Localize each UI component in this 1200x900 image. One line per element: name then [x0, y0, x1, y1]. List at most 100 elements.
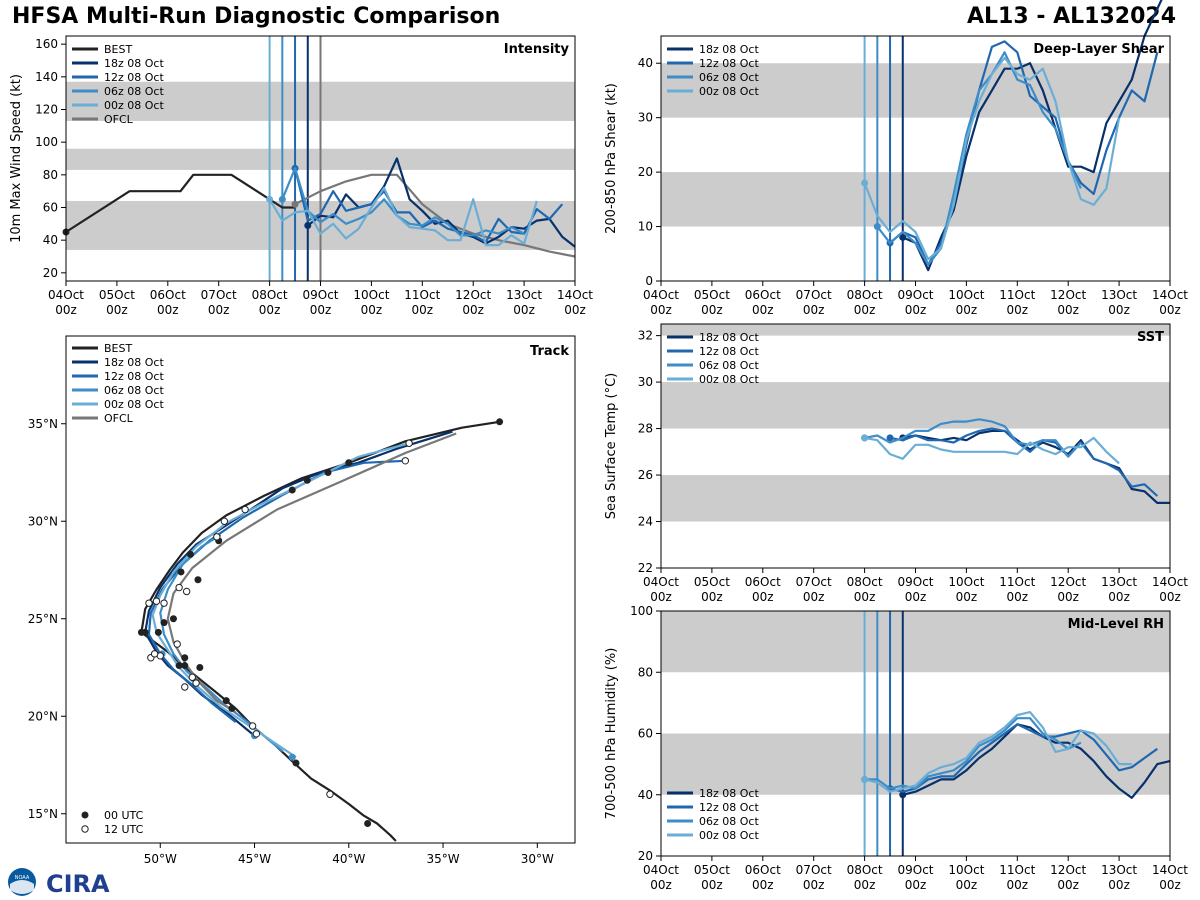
legend-label: 06z 08 Oct [104, 85, 164, 98]
series-start-marker [304, 221, 312, 229]
panel-title: SST [1137, 330, 1164, 345]
x-tick-label: 12Oct [1050, 863, 1086, 877]
y-tick-label: 80 [43, 168, 58, 182]
y-tick-label: 30 [638, 111, 653, 125]
shaded-band [661, 63, 1170, 118]
y-tick-label: 20 [638, 849, 653, 863]
series-line-12z-08-oct [889, 723, 1158, 793]
x-tick-label: 35°W [426, 852, 459, 866]
y-tick-label: 60 [43, 201, 58, 215]
x-tick-label: 09Oct [897, 288, 933, 302]
track-marker-12utc [326, 790, 334, 798]
y-axis-label: 10m Max Wind Speed (kt) [9, 74, 24, 243]
x-tick-label: 14Oct [1152, 288, 1188, 302]
legend-label: 12z 08 Oct [699, 345, 759, 358]
x-tick-label: 13Oct [506, 288, 542, 302]
x-tick-label: 06Oct [745, 575, 781, 589]
y-tick-label: 26 [638, 468, 653, 482]
legend-label: 00 UTC [104, 809, 144, 822]
legend-label: OFCL [104, 412, 134, 425]
x-tick-label: 09Oct [897, 863, 933, 877]
track-marker-00utc [169, 615, 177, 623]
x-tick-label: 50°W [144, 852, 177, 866]
track-marker-00utc [222, 697, 230, 705]
x-tick-label: 00z [752, 303, 774, 317]
series-line-00z-08-oct [863, 56, 1121, 261]
legend-label: 18z 08 Oct [104, 356, 164, 369]
x-tick-label: 08Oct [847, 288, 883, 302]
x-tick-label: 00z [752, 590, 774, 604]
x-tick-label: 07Oct [796, 575, 832, 589]
track-marker-12utc [401, 457, 410, 465]
x-tick-label: 11Oct [999, 575, 1035, 589]
y-tick-label: 0 [645, 274, 653, 288]
series-start-marker [291, 200, 299, 208]
x-tick-label: 00z [854, 303, 876, 317]
y-tick-label: 35°N [28, 417, 58, 431]
series-line-18z-08-oct [902, 723, 1171, 799]
x-tick-label: 00z [157, 303, 179, 317]
legend-marker-12utc [81, 825, 89, 833]
x-tick-label: 04Oct [48, 288, 84, 302]
intensity-panel: 04Oct00z05Oct00z06Oct00z07Oct00z08Oct00z… [9, 35, 593, 317]
y-tick-label: 20 [43, 266, 58, 280]
x-tick-label: 11Oct [999, 863, 1035, 877]
x-tick-label: 06Oct [745, 863, 781, 877]
y-tick-label: 100 [630, 604, 653, 618]
legend-marker-00utc [81, 811, 89, 819]
x-tick-label: 00z [803, 590, 825, 604]
panel-title: Intensity [504, 42, 570, 57]
x-tick-label: 00z [1057, 303, 1079, 317]
y-tick-label: 140 [35, 70, 58, 84]
x-tick-label: 00z [310, 303, 332, 317]
track-marker-00utc [228, 704, 236, 712]
legend-label: 12 UTC [104, 823, 144, 836]
legend-label: 12z 08 Oct [699, 801, 759, 814]
x-tick-label: 10Oct [948, 863, 984, 877]
series-line-00z-08-oct [268, 186, 538, 247]
x-tick-label: 14Oct [557, 288, 593, 302]
y-tick-label: 40 [638, 56, 653, 70]
x-tick-label: 00z [701, 590, 723, 604]
track-marker-12utc [160, 599, 168, 607]
x-tick-label: 12Oct [1050, 575, 1086, 589]
track-lines [137, 418, 504, 842]
series-start-marker [861, 775, 869, 783]
y-tick-label: 80 [638, 665, 653, 679]
x-tick-label: 04Oct [643, 575, 679, 589]
x-tick-label: 00z [650, 303, 672, 317]
x-tick-label: 00z [905, 878, 927, 892]
x-tick-label: 00z [513, 303, 535, 317]
track-marker-00utc [186, 550, 194, 558]
x-tick-label: 12Oct [455, 288, 491, 302]
series-start-marker [899, 791, 907, 799]
track-marker-00utc [303, 476, 311, 484]
legend-label: OFCL [104, 113, 134, 126]
y-tick-label: 32 [638, 329, 653, 343]
x-tick-label: 00z [1007, 303, 1029, 317]
x-tick-label: 00z [208, 303, 230, 317]
x-tick-label: 00z [106, 303, 128, 317]
legend-label: BEST [104, 43, 132, 56]
legend-label: 06z 08 Oct [699, 71, 759, 84]
panel-title: Track [530, 344, 569, 359]
x-tick-label: 14Oct [1152, 863, 1188, 877]
x-tick-label: 06Oct [745, 288, 781, 302]
legend-label: BEST [104, 342, 132, 355]
track-marker [288, 753, 296, 761]
track-marker-00utc [292, 759, 300, 767]
series-start-marker [886, 434, 894, 442]
x-tick-label: 00z [55, 303, 77, 317]
series-line-06z-08-oct [864, 717, 1082, 790]
x-tick-label: 08Oct [847, 575, 883, 589]
track-marker-12utc [192, 679, 200, 687]
track-marker-12utc [241, 505, 249, 514]
track-marker-00utc [175, 662, 183, 670]
storm-id: AL13 - AL132024 [967, 4, 1176, 29]
y-tick-label: 30 [638, 375, 653, 389]
legend-label: 18z 08 Oct [699, 43, 759, 56]
x-tick-label: 00z [650, 878, 672, 892]
legend-label: 12z 08 Oct [104, 370, 164, 383]
panel-title: Mid-Level RH [1068, 617, 1164, 632]
